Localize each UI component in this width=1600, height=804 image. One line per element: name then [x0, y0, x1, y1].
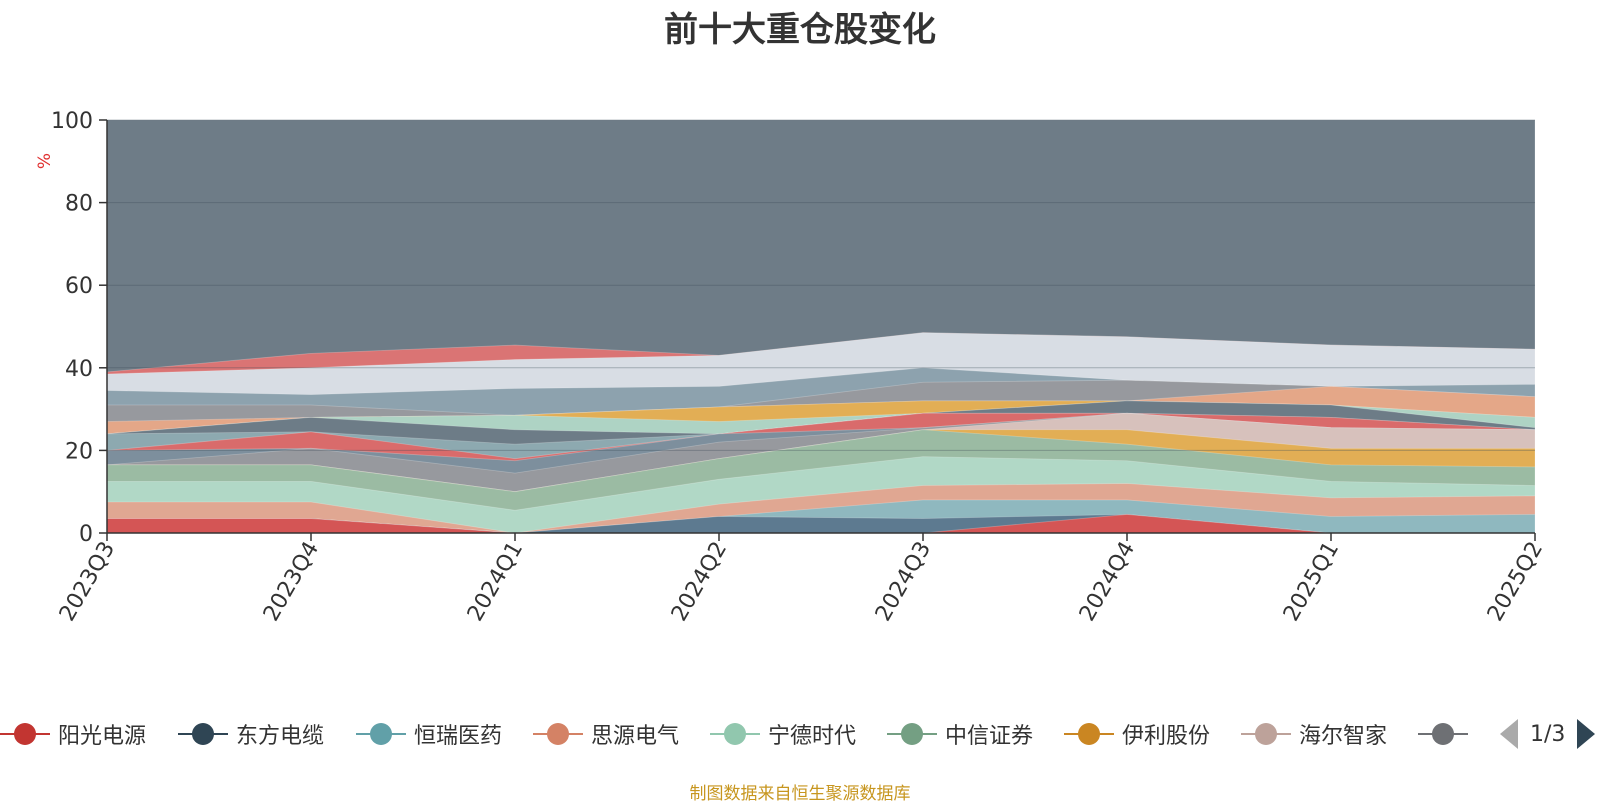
- legend-marker-icon: [1064, 719, 1114, 749]
- legend-item[interactable]: 东方电缆: [178, 714, 324, 754]
- legend-item[interactable]: 恒瑞医药: [356, 714, 502, 754]
- x-tick-label: 2024Q3: [871, 538, 936, 626]
- legend-item[interactable]: 伊利股份: [1064, 714, 1210, 754]
- legend-item[interactable]: 海尔智家: [1241, 714, 1387, 754]
- chart-title: 前十大重仓股变化: [664, 10, 936, 50]
- y-tick-label: 80: [65, 192, 93, 217]
- legend-marker-icon: [356, 719, 406, 749]
- legend-pager: 1/3: [1500, 714, 1596, 754]
- x-tick-label: 2023Q3: [55, 538, 120, 626]
- chart-plot: 0 20 40 60 80 100% 2023Q3 2023Q4 2024Q1 2024Q2 20…: [35, 109, 1548, 626]
- legend-marker-icon: [1418, 719, 1468, 749]
- legend-item[interactable]: [1418, 714, 1474, 754]
- source-note: 制图数据来自恒生聚源数据库: [689, 784, 911, 804]
- legend-label: 伊利股份: [1122, 724, 1211, 749]
- x-tick-label: 2025Q2: [1483, 538, 1548, 626]
- legend-label: 海尔智家: [1299, 724, 1388, 749]
- y-axis-label: %: [35, 153, 55, 169]
- legend-marker-icon: [1241, 719, 1291, 749]
- x-tick-label: 2024Q1: [463, 538, 528, 626]
- legend-marker-icon: [887, 719, 937, 749]
- legend-page-indicator: 1/3: [1530, 721, 1566, 747]
- legend-next-page-icon[interactable]: [1577, 719, 1596, 749]
- x-tick-label: 2024Q2: [667, 538, 732, 626]
- legend-item[interactable]: 中信证券: [887, 714, 1033, 754]
- legend-marker-icon: [710, 719, 760, 749]
- legend-label: 恒瑞医药: [414, 724, 503, 749]
- legend-marker-icon: [178, 719, 228, 749]
- y-tick-label: 100: [51, 109, 93, 134]
- y-tick-label: 0: [79, 522, 93, 547]
- y-tick-label: 40: [65, 357, 93, 382]
- legend-item[interactable]: 思源电气: [533, 714, 679, 754]
- y-tick-label: 60: [65, 274, 93, 299]
- legend-label: 宁德时代: [768, 724, 857, 749]
- legend-label: 思源电气: [591, 724, 680, 749]
- legend-item[interactable]: 宁德时代: [710, 714, 856, 754]
- legend-item[interactable]: 阳光电源: [0, 714, 146, 754]
- legend-label: 东方电缆: [236, 724, 325, 749]
- legend-prev-page-icon[interactable]: [1500, 719, 1518, 749]
- legend-marker-icon: [533, 719, 583, 749]
- y-tick-label: 20: [65, 439, 93, 464]
- legend-label: 中信证券: [945, 724, 1034, 749]
- legend: 阳光电源 东方电缆 恒瑞医药 思源电气 宁德时代 中信证券 伊利股份 海尔智家: [0, 714, 1600, 754]
- x-tick-label: 2024Q4: [1075, 538, 1140, 626]
- x-tick-label: 2023Q4: [259, 538, 324, 626]
- legend-marker-icon: [0, 719, 50, 749]
- x-tick-label: 2025Q1: [1279, 538, 1344, 626]
- legend-label: 阳光电源: [58, 724, 147, 749]
